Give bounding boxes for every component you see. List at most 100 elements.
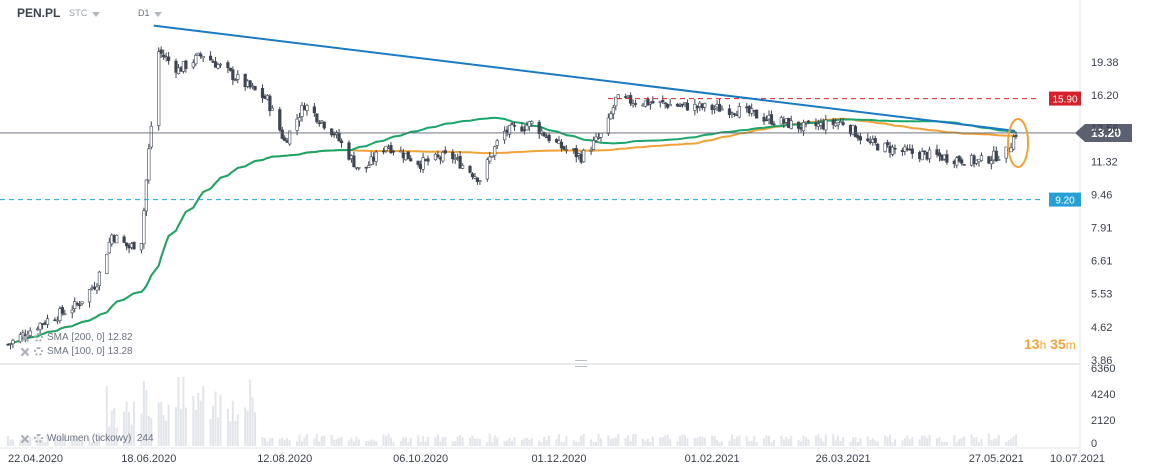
candle-body <box>979 155 984 161</box>
candle-body <box>737 106 741 118</box>
y-tick-label: 4.62 <box>1091 322 1112 334</box>
volume-bar <box>219 394 222 446</box>
candle-body <box>648 102 652 105</box>
candle-body <box>236 74 240 80</box>
chevron-down-icon[interactable] <box>92 12 100 17</box>
pane-resize-handle[interactable] <box>575 360 587 367</box>
candles <box>6 46 1018 350</box>
candle-body <box>801 122 806 132</box>
candle-body <box>503 131 507 141</box>
candle-countdown: 13h 35m <box>1024 336 1076 352</box>
candle-body <box>470 173 475 178</box>
candle-body <box>685 102 690 111</box>
volume-bar <box>839 440 842 446</box>
sma-100-legend[interactable]: SMA [100, 0] 13.28 <box>20 346 133 357</box>
gear-icon[interactable] <box>34 333 43 342</box>
volume-bar <box>283 440 286 446</box>
volume-bar <box>461 437 464 446</box>
volume-bar <box>730 434 733 446</box>
volume-bar <box>456 436 459 446</box>
candle-body <box>436 154 440 157</box>
volume-bar <box>145 390 148 446</box>
volume-bar <box>926 438 929 446</box>
volume-bar <box>503 441 506 446</box>
candle-body <box>443 150 447 154</box>
candle-body <box>972 155 976 165</box>
volume-tick-label: 2120 <box>1091 415 1115 427</box>
candle-body <box>11 339 15 345</box>
candle-body <box>633 103 638 105</box>
candle-body <box>270 107 274 111</box>
volume-bar <box>817 433 820 446</box>
candle-body <box>582 149 586 163</box>
chevron-down-icon[interactable] <box>154 12 162 17</box>
volume-bar <box>352 441 355 446</box>
volume-bar <box>960 437 963 446</box>
candle-body <box>596 137 601 139</box>
candle-body <box>485 159 489 180</box>
volume-bar <box>197 393 200 446</box>
candle-body <box>409 158 413 162</box>
volume-bar <box>370 439 373 446</box>
candle-body <box>75 303 79 305</box>
volume-bar <box>837 435 840 446</box>
volume-legend[interactable]: Wolumen (tickowy) 244 <box>20 433 154 444</box>
volume-bar <box>91 442 94 446</box>
volume-bar <box>261 437 264 446</box>
resistance-badge: 15.90 <box>1052 95 1077 106</box>
volume-bar <box>644 440 647 446</box>
candle-body <box>955 157 959 166</box>
candle-body <box>421 157 425 170</box>
gear-icon[interactable] <box>34 347 43 356</box>
candle-body <box>606 117 610 134</box>
candle-body <box>461 165 465 169</box>
candle-body <box>923 150 927 153</box>
volume-bar <box>142 380 145 446</box>
volume-bar <box>128 411 131 446</box>
volume-bar <box>977 442 980 446</box>
market-label[interactable]: STC <box>69 8 88 18</box>
sma-200-line <box>7 117 1017 346</box>
candle-body <box>157 51 161 126</box>
interval-label[interactable]: D1 <box>138 8 150 18</box>
candle-body <box>451 151 455 160</box>
candle-body <box>527 121 531 127</box>
volume-bar <box>29 436 32 446</box>
volume-bar <box>44 442 47 446</box>
volume-bar <box>471 435 474 446</box>
volume-bars <box>7 376 1018 446</box>
volume-bar <box>385 436 388 446</box>
volume-bar <box>980 438 983 446</box>
candle-body <box>806 120 811 123</box>
volume-bar <box>511 441 514 446</box>
volume-bar <box>1005 442 1008 446</box>
close-icon[interactable] <box>20 347 30 357</box>
volume-bar <box>76 438 79 446</box>
sma-200-legend[interactable]: SMA [200, 0] 12.82 <box>20 332 133 343</box>
candle-body <box>522 129 526 132</box>
symbol-label[interactable]: PEN.PL <box>17 6 61 20</box>
volume-bar <box>229 421 232 446</box>
candle-body <box>478 180 482 182</box>
volume-bar <box>530 438 533 446</box>
volume-bar <box>236 414 239 446</box>
volume-bar <box>874 440 877 446</box>
volume-bar <box>296 441 299 446</box>
volume-bar <box>335 439 338 446</box>
volume-bar <box>629 440 632 446</box>
candle-body <box>858 136 862 141</box>
candle-body <box>260 88 265 98</box>
gear-icon[interactable] <box>34 434 43 443</box>
volume-bar <box>889 434 892 446</box>
y-tick-label: 16.20 <box>1091 90 1119 102</box>
x-tick-label: 26.03.2021 <box>816 453 871 465</box>
candle-body <box>542 132 546 137</box>
volume-bar <box>150 417 153 446</box>
close-icon[interactable] <box>20 434 30 444</box>
volume-value: 244 <box>136 433 154 444</box>
close-icon[interactable] <box>20 333 30 343</box>
candle-body <box>564 149 568 151</box>
x-axis: 22.04.2020 18.06.2020 12.08.2020 06.10.2020… <box>8 453 1105 465</box>
volume-bar <box>78 439 81 446</box>
